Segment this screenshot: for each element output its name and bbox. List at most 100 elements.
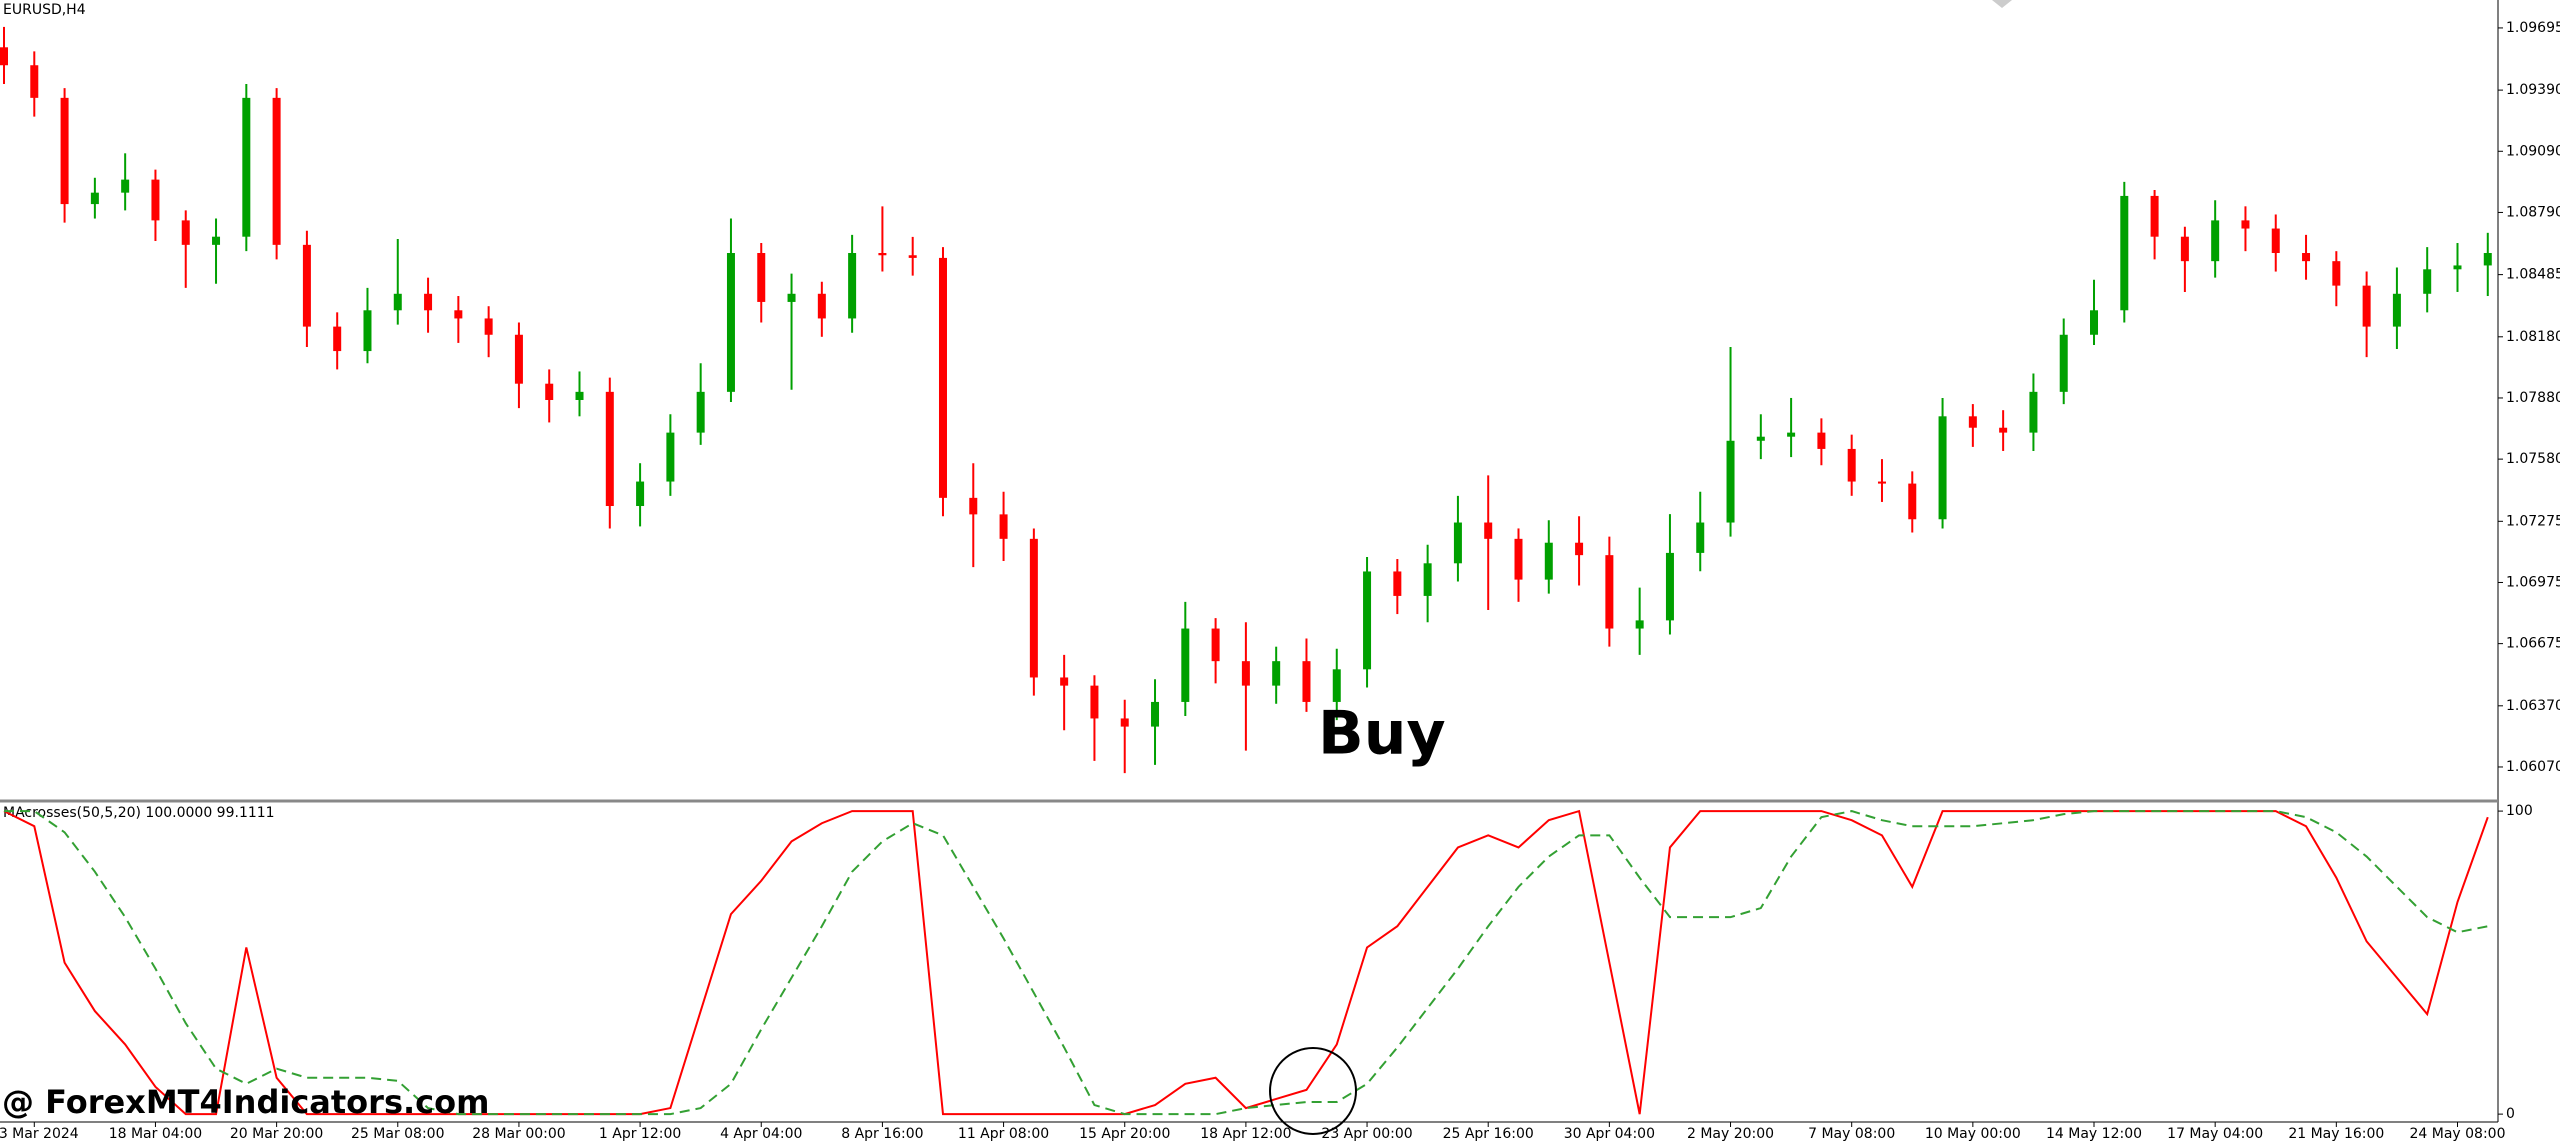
candle-body [151, 179, 160, 221]
y-tick-label: 1.07880 [2506, 390, 2560, 406]
y-tick-label: 100 [2506, 803, 2533, 819]
candle-body [60, 97, 69, 205]
candle-body [2362, 285, 2371, 327]
watermark: @ ForexMT4Indicators.com [2, 1083, 489, 1121]
x-tick-label: 15 Apr 20:00 [1079, 1126, 1170, 1142]
indicator-line [4, 810, 2488, 1116]
x-tick-label: 8 Apr 16:00 [841, 1126, 923, 1142]
y-tick-label: 0 [2506, 1106, 2515, 1122]
candle-body [2150, 195, 2159, 237]
x-tick-label: 14 May 12:00 [2046, 1126, 2142, 1142]
candle-body [1847, 448, 1856, 482]
y-tick-label: 1.07580 [2506, 451, 2560, 467]
indicator-title: MAcrosses(50,5,20) 100.0000 99.1111 [3, 805, 275, 821]
candle-body [545, 383, 554, 400]
candle-body [1817, 432, 1826, 449]
candle-body [1999, 427, 2008, 433]
candle-body [1635, 620, 1644, 629]
candle-body [212, 236, 221, 245]
x-tick-label: 7 May 08:00 [1808, 1126, 1895, 1142]
candle-body [1908, 483, 1917, 520]
candle-body [454, 310, 463, 319]
candle-body [1756, 436, 1765, 441]
x-tick-label: 17 May 04:00 [2167, 1126, 2263, 1142]
candle-body [2029, 391, 2038, 433]
candle-body [2302, 253, 2311, 262]
candle-body [2423, 269, 2432, 294]
candle-body [1393, 571, 1402, 596]
x-tick-label: 13 Mar 2024 [0, 1126, 79, 1142]
candle-body [1453, 522, 1462, 564]
y-tick-label: 1.09390 [2506, 82, 2560, 98]
candle-body [242, 97, 251, 237]
x-tick-label: 18 Apr 12:00 [1200, 1126, 1291, 1142]
x-tick-label: 1 Apr 12:00 [599, 1126, 681, 1142]
y-tick-label: 1.08180 [2506, 329, 2560, 345]
candle-body [2090, 310, 2099, 335]
candle-body [605, 391, 614, 507]
candle-body [2483, 253, 2492, 266]
y-tick-label: 1.06675 [2506, 636, 2560, 652]
candle-body [2120, 195, 2129, 311]
y-tick-label: 1.09090 [2506, 143, 2560, 159]
candle-body [1514, 538, 1523, 580]
y-tick-label: 1.08485 [2506, 267, 2560, 283]
candle-body [1332, 669, 1341, 702]
candle-body [1484, 522, 1493, 539]
candle-body [1575, 542, 1584, 556]
candle-body [2211, 220, 2220, 262]
x-tick-label: 2 May 20:00 [1687, 1126, 1774, 1142]
y-tick-label: 1.06370 [2506, 698, 2560, 714]
candle-body [1120, 718, 1129, 727]
y-tick-label: 1.07275 [2506, 513, 2560, 529]
candle-body [666, 432, 675, 482]
candle-body [969, 497, 978, 515]
buy-annotation: Buy [1318, 699, 1446, 769]
candle-body [999, 514, 1008, 539]
candle-body [2059, 334, 2068, 392]
candle-body [2453, 265, 2462, 270]
signal-circle [1269, 1047, 1357, 1135]
candle-body [424, 293, 433, 311]
candle-body [636, 481, 645, 507]
candle-body [1544, 542, 1553, 580]
candle-body [121, 179, 130, 193]
candle-body [1060, 677, 1069, 686]
x-tick-label: 21 May 16:00 [2288, 1126, 2384, 1142]
candle-body [2241, 220, 2250, 229]
candle-body [302, 244, 311, 327]
x-tick-label: 30 Apr 04:00 [1564, 1126, 1655, 1142]
candle-body [1272, 661, 1281, 686]
candle-body [1029, 538, 1038, 678]
x-tick-label: 11 Apr 08:00 [958, 1126, 1049, 1142]
candle-body [1877, 481, 1886, 484]
candle-body [1423, 563, 1432, 596]
candle-body [2392, 293, 2401, 327]
x-tick-label: 20 Mar 20:00 [230, 1126, 323, 1142]
candle-body [1211, 628, 1220, 662]
indicator-line [3, 809, 2489, 1116]
candle-body [484, 318, 493, 335]
candle-body [787, 293, 796, 302]
y-tick-label: 1.06975 [2506, 574, 2560, 590]
candle-body [272, 97, 281, 245]
candle-body [1605, 555, 1614, 629]
x-tick-label: 4 Apr 04:00 [720, 1126, 802, 1142]
candle-body [878, 253, 887, 256]
candle-body [1181, 628, 1190, 702]
candle-body [0, 47, 8, 66]
candle-body [908, 255, 917, 258]
candle-body [2180, 236, 2189, 262]
candle-body [696, 391, 705, 433]
y-tick-label: 1.09695 [2506, 20, 2560, 36]
candle-body [514, 334, 523, 384]
candle-body [2332, 261, 2341, 286]
candle-body [1938, 416, 1947, 520]
candle-body [1665, 552, 1674, 621]
candle-body [90, 192, 99, 205]
candle-body [726, 253, 735, 392]
x-tick-label: 10 May 00:00 [1925, 1126, 2021, 1142]
candle-body [1726, 440, 1735, 523]
